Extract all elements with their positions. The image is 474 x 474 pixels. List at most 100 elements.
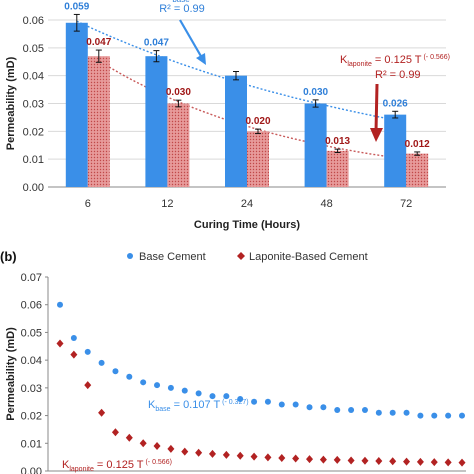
equation-laponite: Klaponite = 0.125 T (- 0.566) <box>340 54 450 68</box>
point-laponite <box>389 457 397 466</box>
panel-label-b: (b) <box>0 249 17 264</box>
bar-base <box>65 22 88 188</box>
point-base <box>375 409 382 416</box>
data-label: 0.030 <box>303 87 328 98</box>
point-base <box>223 393 230 400</box>
legend-label-base: Base Cement <box>139 251 206 263</box>
arrowhead-base <box>196 53 206 65</box>
equation-laponite-b: Klaponite = 0.125 T (- 0.566) <box>62 459 172 473</box>
bar-laponite <box>87 56 110 187</box>
point-base <box>57 301 63 308</box>
point-laponite <box>430 458 438 467</box>
y-axis-label-a: Permeability (mD) <box>5 56 17 150</box>
y-tick-label-a: 0.04 <box>23 71 44 83</box>
panel-a-bar-chart: 0.00 0.01 0.02 0.03 0.04 0.05 0.06 Permeability… <box>5 0 450 231</box>
r2-label-base: R² = 0.99 <box>159 3 205 15</box>
point-laponite <box>70 350 78 359</box>
legend-label-laponite: Laponite-Based Cement <box>249 251 368 263</box>
y-tick-label-a: 0.06 <box>23 15 44 27</box>
y-axis-label-b: Permeability (mD) <box>5 327 17 421</box>
y-tick-label-a: 0.01 <box>23 154 44 166</box>
y-tick-label-b: 0.04 <box>21 355 42 367</box>
point-base <box>389 409 396 416</box>
point-laponite <box>361 456 369 465</box>
y-tick-label-a: 0.00 <box>23 182 44 194</box>
y-tick-label-b: 0.01 <box>21 438 42 450</box>
point-laponite <box>403 457 411 466</box>
point-base <box>278 401 285 408</box>
point-base <box>251 398 258 405</box>
point-base <box>167 384 174 391</box>
point-base <box>306 404 313 411</box>
y-tick-label-b: 0.05 <box>21 327 42 339</box>
point-base <box>445 412 452 419</box>
bar-base <box>225 75 247 187</box>
y-tick-label-b: 0.06 <box>21 300 42 312</box>
point-laponite <box>111 428 119 437</box>
point-laponite <box>458 458 466 467</box>
point-base <box>209 393 216 400</box>
point-base <box>98 359 105 366</box>
point-laponite <box>306 455 314 464</box>
point-base <box>348 407 355 414</box>
bar-base <box>304 103 327 187</box>
point-base <box>84 348 91 355</box>
point-base <box>320 404 327 411</box>
data-label: 0.047 <box>86 37 111 48</box>
y-tick-label-b: 0.07 <box>21 272 42 284</box>
data-label: 0.047 <box>144 38 169 49</box>
point-laponite <box>195 448 203 457</box>
point-base <box>334 407 341 414</box>
y-tick-label-a: 0.05 <box>23 43 44 55</box>
bar-base <box>384 114 407 187</box>
x-axis-label-a: Curing Time (Hours) <box>194 219 300 231</box>
arrow-laponite <box>374 83 379 133</box>
point-base <box>292 401 299 408</box>
point-laponite <box>222 450 230 459</box>
point-base <box>70 334 77 341</box>
point-laponite <box>98 408 106 417</box>
arrow-base <box>179 19 203 59</box>
point-laponite <box>153 442 161 451</box>
point-laponite <box>56 339 64 348</box>
point-base <box>417 412 424 419</box>
equation-base: Kbase = 0.107 T (- 0.327) <box>148 399 249 413</box>
y-tick-label-b: 0.03 <box>21 383 42 395</box>
point-base <box>195 390 202 397</box>
point-base <box>264 398 271 405</box>
legend-marker-base <box>127 253 133 259</box>
y-tick-label-b: 0.00 <box>21 466 42 474</box>
x-tick-label-a: 24 <box>241 198 253 210</box>
data-label: 0.012 <box>405 139 430 150</box>
point-laponite <box>84 381 92 390</box>
data-label: 0.030 <box>166 87 191 98</box>
data-label: 0.059 <box>64 1 89 12</box>
point-base <box>181 387 188 394</box>
x-tick-label-a: 12 <box>161 198 173 210</box>
data-label: 0.020 <box>245 116 270 127</box>
x-tick-label-a: 72 <box>400 198 412 210</box>
point-laponite <box>139 439 147 448</box>
y-tick-label-b: 0.02 <box>21 411 42 423</box>
point-base <box>431 412 438 419</box>
point-base <box>126 373 133 380</box>
point-laponite <box>125 433 133 442</box>
point-laponite <box>236 451 244 460</box>
legend-marker-laponite <box>237 252 245 260</box>
r2-label-laponite: R² = 0.99 <box>375 69 421 81</box>
point-laponite <box>444 458 452 467</box>
arrowhead-laponite <box>370 128 383 142</box>
bar-laponite <box>247 131 269 187</box>
bar-laponite <box>167 103 190 187</box>
point-laponite <box>347 456 355 465</box>
point-laponite <box>167 444 175 453</box>
point-laponite <box>416 457 424 466</box>
point-laponite <box>208 449 216 458</box>
point-laponite <box>319 455 327 464</box>
point-base <box>112 368 119 375</box>
point-laponite <box>264 453 272 462</box>
point-base <box>361 407 368 414</box>
data-label: 0.026 <box>383 98 408 109</box>
base-subscript-label: base <box>172 0 190 4</box>
